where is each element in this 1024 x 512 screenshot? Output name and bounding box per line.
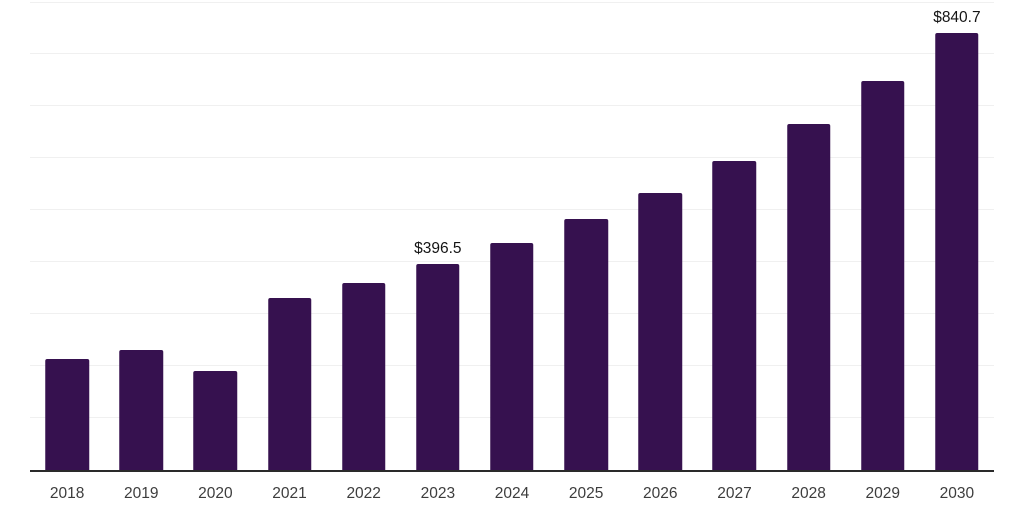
bar-2024: [490, 242, 534, 470]
value-label-2030: $840.7: [933, 9, 981, 27]
x-tick-2020: 2020: [198, 485, 233, 502]
bar-slot-2027: [697, 2, 771, 470]
bar-slot-2021: [252, 2, 326, 470]
bar-2025: [564, 218, 608, 470]
x-tick-2019: 2019: [123, 485, 159, 502]
bar-slot-2026: [623, 2, 697, 470]
bar-2022: [341, 283, 386, 470]
x-tick-2030: 2030: [939, 485, 975, 502]
x-tick-2026: 2026: [643, 485, 678, 502]
bar-2030: [935, 32, 979, 470]
bar-2019: [119, 349, 163, 470]
x-tick-2027: 2027: [717, 485, 752, 502]
x-tick-2025: 2025: [568, 485, 604, 502]
x-tick-2024: 2024: [494, 485, 530, 502]
gridline-700: [30, 105, 994, 106]
gridline-500: [30, 209, 994, 210]
bar-slot-2025: [549, 2, 623, 470]
bar-slot-2020: [178, 2, 252, 470]
gridline-900: [30, 2, 994, 3]
bar-slot-2022: [327, 2, 401, 470]
bar-slot-2030: $840.7: [920, 2, 994, 470]
bar-2027: [712, 160, 757, 470]
bar-2028: [786, 123, 831, 470]
bar-2029: [861, 81, 905, 470]
x-tick-2028: 2028: [791, 485, 826, 502]
bar-slot-2028: [772, 2, 846, 470]
bar-2020: [193, 370, 238, 470]
bar-slot-2029: [846, 2, 920, 470]
value-label-2023: $396.5: [414, 240, 462, 258]
bar-2026: [638, 192, 683, 470]
gridline-800: [30, 53, 994, 54]
x-tick-2021: 2021: [272, 485, 307, 502]
x-tick-2022: 2022: [346, 485, 381, 502]
plot-area: $396.5 $840.7: [30, 2, 994, 472]
bar-slot-2018: [30, 2, 104, 470]
bar-2018: [45, 359, 89, 470]
bar-slot-2019: [104, 2, 178, 470]
x-tick-2023: 2023: [420, 485, 456, 502]
bar-2021: [267, 298, 312, 470]
bar-slot-2024: [475, 2, 549, 470]
x-axis-labels: 2018 2019 2020 2021 2022 2023 2024 2025 2026 2027…: [30, 472, 994, 508]
x-tick-2018: 2018: [49, 485, 85, 502]
x-tick-2029: 2029: [865, 485, 900, 502]
gridline-600: [30, 157, 994, 158]
bar-2023: [416, 263, 460, 470]
bar-slot-2023: $396.5: [401, 2, 475, 470]
